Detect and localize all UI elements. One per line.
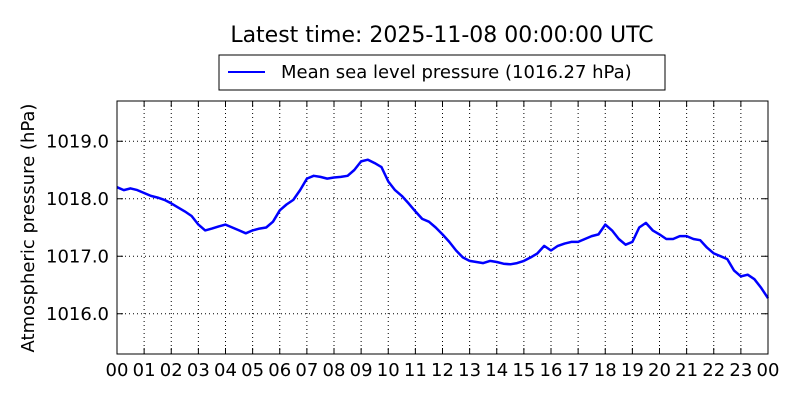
legend-box — [218, 54, 666, 91]
x-tick-label: 00 — [106, 360, 129, 381]
x-tick-label: 06 — [268, 360, 291, 381]
x-tick-label: 09 — [350, 360, 373, 381]
pressure-series-line — [116, 158, 770, 299]
x-tick-label: 01 — [133, 360, 156, 381]
x-tick-label: 07 — [295, 360, 318, 381]
y-axis-ticks: 1016.0 1017.0 1018.0 1019.0 — [46, 131, 768, 325]
legend-label: Mean sea level pressure (1016.27 hPa) — [281, 62, 632, 83]
y-tick-label: 1019.0 — [46, 131, 109, 152]
x-tick-label: 14 — [485, 360, 508, 381]
x-tick-label: 02 — [160, 360, 183, 381]
x-tick-label: 08 — [323, 360, 346, 381]
y-tick-label: 1017.0 — [46, 246, 109, 267]
y-axis-label: Atmospheric pressure (hPa) — [18, 104, 39, 353]
x-tick-label: 19 — [621, 360, 644, 381]
x-tick-label: 03 — [187, 360, 210, 381]
x-tick-label: 15 — [512, 360, 535, 381]
x-tick-label: 16 — [540, 360, 563, 381]
x-tick-label: 04 — [214, 360, 237, 381]
x-tick-label: 00 — [757, 360, 780, 381]
chart-title: Latest time: 2025-11-08 00:00:00 UTC — [230, 23, 653, 48]
x-tick-label: 18 — [594, 360, 617, 381]
legend: Mean sea level pressure (1016.27 hPa) — [218, 54, 666, 91]
x-tick-label: 05 — [241, 360, 264, 381]
x-tick-label: 21 — [675, 360, 698, 381]
x-tick-label: 20 — [648, 360, 671, 381]
series-layer — [116, 158, 770, 299]
y-tick-label: 1018.0 — [46, 189, 109, 210]
x-tick-label: 10 — [377, 360, 400, 381]
grid — [117, 101, 768, 354]
y-tick-label: 1016.0 — [46, 304, 109, 325]
x-tick-label: 17 — [567, 360, 590, 381]
x-tick-label: 22 — [702, 360, 725, 381]
x-tick-label: 23 — [729, 360, 752, 381]
x-tick-label: 12 — [431, 360, 454, 381]
x-tick-label: 13 — [458, 360, 481, 381]
x-axis-ticks: 00 01 02 03 04 05 06 07 08 09 10 11 12 13 14 15 16 17 18 19… — [106, 101, 780, 381]
x-tick-label: 11 — [404, 360, 427, 381]
